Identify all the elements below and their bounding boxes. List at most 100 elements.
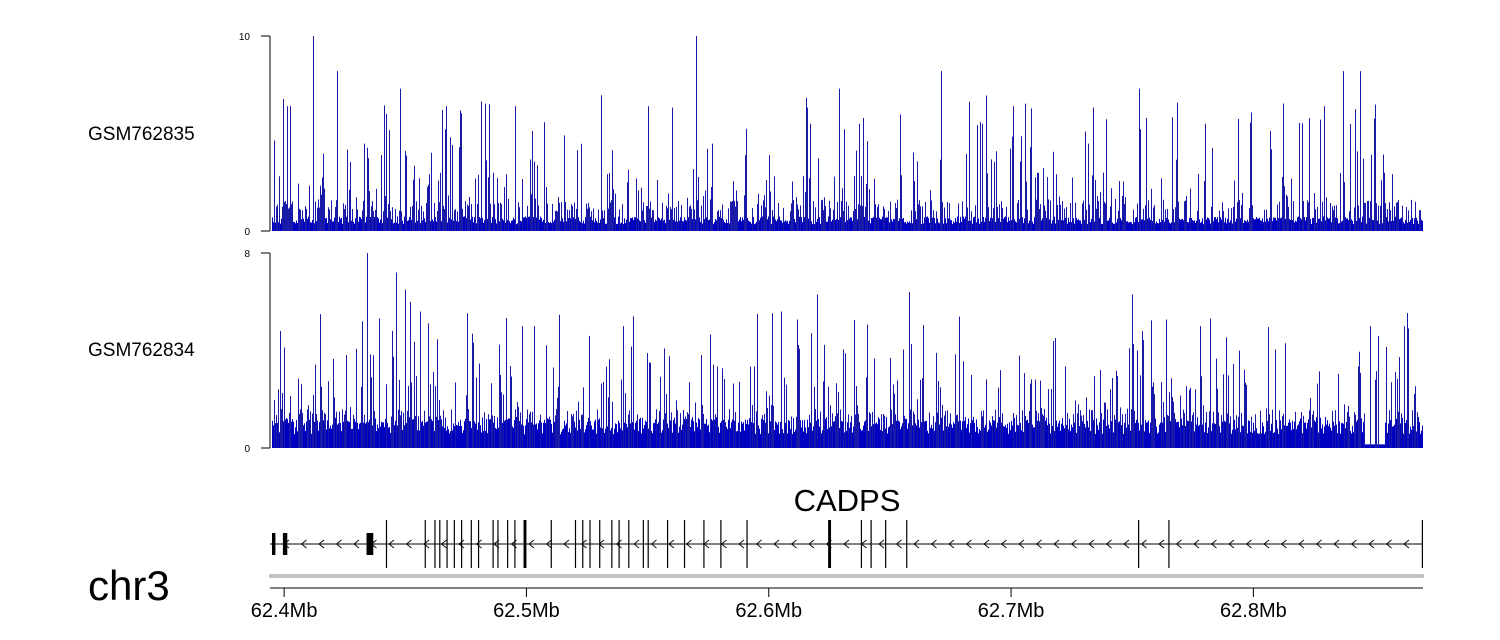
strand-arrow xyxy=(1123,539,1130,549)
strand-arrow xyxy=(668,539,675,549)
strand-arrow xyxy=(983,539,990,549)
exon xyxy=(906,520,908,568)
x-tick-label: 62.6Mb xyxy=(735,600,802,622)
x-tick-label: 62.4Mb xyxy=(251,600,318,622)
strand-arrow xyxy=(755,539,762,549)
strand-arrow xyxy=(790,539,797,549)
exon xyxy=(683,520,686,568)
exon xyxy=(870,520,872,568)
exon xyxy=(497,520,499,568)
strand-arrow xyxy=(948,539,955,549)
exon xyxy=(453,520,455,568)
strand-arrow xyxy=(1315,539,1322,549)
exon xyxy=(424,520,426,568)
track-2-signal-bars xyxy=(272,253,1423,448)
genome-axis: chr3 62.4Mb 62.5Mb 62.6Mb 62.7Mb 62.8Mb xyxy=(88,562,1424,622)
strand-arrow xyxy=(1403,539,1410,549)
strand-arrow xyxy=(405,539,412,549)
strand-arrow xyxy=(1053,539,1060,549)
strand-arrow xyxy=(388,539,395,549)
strand-arrow xyxy=(598,539,605,549)
strand-arrow xyxy=(1175,539,1182,549)
exon xyxy=(611,520,613,568)
strand-arrow xyxy=(335,539,342,549)
strand-arrow xyxy=(1158,539,1165,549)
strand-arrow xyxy=(808,539,815,549)
track-1-signal-bars xyxy=(272,36,1423,231)
exon xyxy=(885,520,887,568)
exon xyxy=(461,520,463,568)
exon xyxy=(574,520,577,568)
exon xyxy=(666,520,669,568)
exon xyxy=(470,520,472,568)
strand-arrow xyxy=(633,539,640,549)
exon xyxy=(366,533,374,555)
exon xyxy=(703,520,705,568)
strand-arrow xyxy=(773,539,780,549)
strand-arrow xyxy=(580,539,587,549)
exon xyxy=(860,520,863,568)
track-label-gsm762834: GSM762834 xyxy=(88,340,195,361)
strand-arrow xyxy=(528,539,535,549)
signal-track-2: GSM762834 8 0 xyxy=(88,249,1423,455)
exon xyxy=(385,520,388,568)
exon xyxy=(439,520,441,568)
strand-arrow xyxy=(475,539,482,549)
exon xyxy=(618,520,620,568)
strand-arrow xyxy=(423,539,430,549)
chromosome-ideogram-bar xyxy=(269,574,1424,578)
x-tick-label: 62.5Mb xyxy=(493,600,560,622)
exon xyxy=(828,520,832,568)
exon xyxy=(477,520,480,568)
strand-arrow xyxy=(1193,539,1200,549)
exon xyxy=(628,520,630,568)
strand-arrow xyxy=(895,539,902,549)
strand-arrow xyxy=(685,539,692,549)
x-tick-label: 62.8Mb xyxy=(1220,600,1287,622)
x-axis-ticks: 62.4Mb 62.5Mb 62.6Mb 62.7Mb 62.8Mb xyxy=(251,588,1287,622)
strand-arrow xyxy=(1140,539,1147,549)
exon xyxy=(1138,520,1140,568)
strand-arrow xyxy=(300,539,307,549)
strand-arrow xyxy=(913,539,920,549)
strand-arrow xyxy=(318,539,325,549)
strand-arrow xyxy=(878,539,885,549)
gene-exons xyxy=(272,520,1423,568)
exon xyxy=(589,520,591,568)
track-2-ytick-label-max: 8 xyxy=(244,249,250,260)
strand-arrow xyxy=(738,539,745,549)
strand-arrow xyxy=(1368,539,1375,549)
strand-arrow xyxy=(843,539,850,549)
strand-arrow xyxy=(1000,539,1007,549)
exon xyxy=(1168,520,1170,568)
track-1-ytick-label-max: 10 xyxy=(239,32,251,43)
gene-track: CADPS xyxy=(270,483,1423,568)
signal-track-1: GSM762835 10 0 xyxy=(88,32,1423,238)
strand-arrow xyxy=(563,539,570,549)
strand-arrow xyxy=(1298,539,1305,549)
exon xyxy=(582,520,584,568)
strand-arrow xyxy=(1018,539,1025,549)
strand-arrow xyxy=(1333,539,1340,549)
strand-arrow xyxy=(650,539,657,549)
strand-arrow xyxy=(1385,539,1392,549)
strand-arrow xyxy=(1070,539,1077,549)
exon xyxy=(523,520,527,568)
exon xyxy=(599,520,601,568)
x-tick-label: 62.7Mb xyxy=(978,600,1045,622)
exon xyxy=(746,520,748,568)
strand-arrow xyxy=(440,539,447,549)
exon xyxy=(446,520,448,568)
strand-arrow xyxy=(1228,539,1235,549)
strand-arrow xyxy=(1088,539,1095,549)
exon xyxy=(642,520,644,568)
strand-arrow xyxy=(1035,539,1042,549)
track-label-gsm762835: GSM762835 xyxy=(88,124,195,145)
strand-arrow xyxy=(353,539,360,549)
exon xyxy=(507,520,509,568)
strand-arrow xyxy=(1350,539,1357,549)
strand-arrow xyxy=(1210,539,1217,549)
exon xyxy=(434,520,436,568)
strand-arrow xyxy=(1263,539,1270,549)
